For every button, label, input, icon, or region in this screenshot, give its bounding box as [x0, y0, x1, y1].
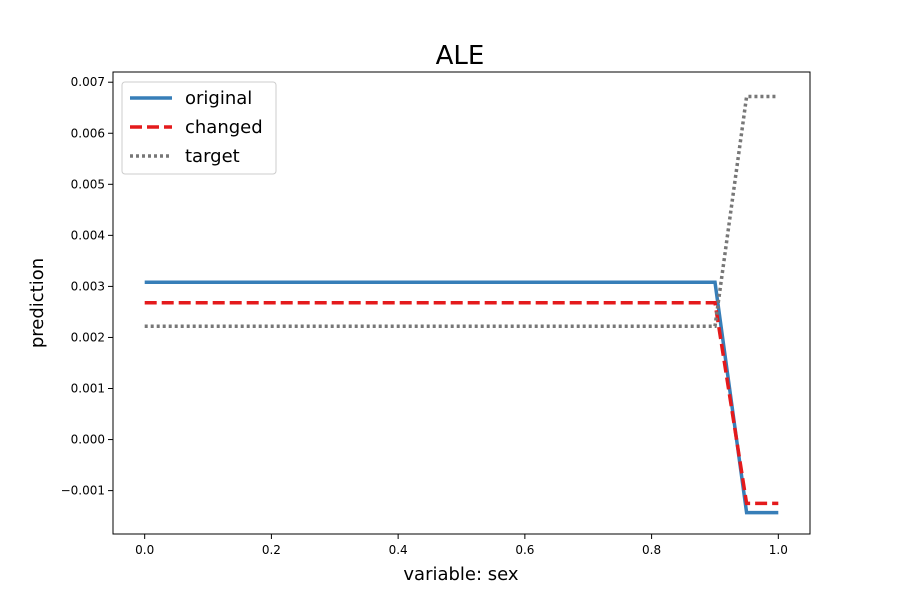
series-lines: [144, 94, 779, 515]
y-tick-label: 0.000: [71, 433, 105, 447]
y-tick-label: 0.007: [71, 75, 105, 89]
x-axis-ticks: 0.0 0.2 0.4 0.6 0.8 1.0: [135, 534, 788, 557]
series-line-target: [144, 94, 779, 328]
chart-title: ALE: [436, 41, 485, 71]
x-tick-label: 0.8: [642, 543, 661, 557]
y-axis-label: prediction: [27, 258, 48, 348]
legend: original changed target: [121, 81, 277, 175]
x-axis-label: variable: sex: [403, 564, 519, 585]
x-tick-label: 0.2: [262, 543, 281, 557]
legend-box: [121, 81, 277, 175]
series-line-changed: [144, 300, 779, 506]
legend-label-original: original: [185, 88, 252, 109]
legend-label-target: target: [185, 146, 240, 167]
y-axis-ticks: −0.001 0.000 0.001 0.002 0.003 0.004 0.005 0.00…: [61, 75, 113, 498]
plot-frame: [112, 71, 811, 535]
y-tick-label: −0.001: [61, 484, 105, 498]
y-tick-label: 0.005: [71, 177, 105, 191]
x-tick-label: 0.0: [135, 543, 154, 557]
x-tick-label: 1.0: [769, 543, 788, 557]
y-tick-label: 0.002: [71, 330, 105, 344]
legend-label-changed: changed: [185, 117, 263, 138]
x-tick-label: 0.4: [389, 543, 408, 557]
y-tick-label: 0.001: [71, 382, 105, 396]
series-line-original: [144, 280, 779, 515]
y-tick-label: 0.003: [71, 279, 105, 293]
y-tick-label: 0.006: [71, 126, 105, 140]
y-tick-label: 0.004: [71, 228, 105, 242]
x-tick-label: 0.6: [515, 543, 534, 557]
